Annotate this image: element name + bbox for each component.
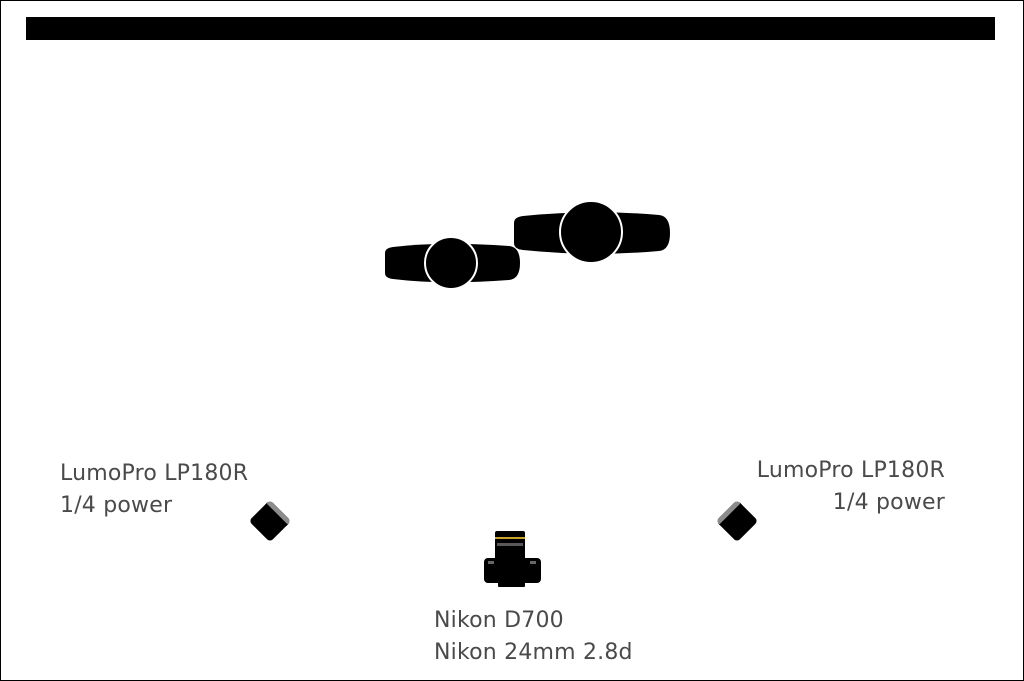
subject-right-icon (514, 200, 670, 264)
light-right-label: LumoPro LP180R 1/4 power (757, 455, 945, 519)
light-left-model: LumoPro LP180R (60, 461, 249, 486)
camera-icon (484, 531, 541, 587)
light-left-power: 1/4 power (60, 493, 173, 518)
camera-lens: Nikon 24mm 2.8d (434, 640, 633, 665)
light-right-model: LumoPro LP180R (756, 458, 945, 483)
light-left-label: LumoPro LP180R 1/4 power (60, 458, 248, 522)
flash-left-icon (250, 501, 290, 541)
subject-left-icon (385, 236, 520, 290)
flash-right-icon (717, 501, 757, 541)
header-bar (26, 17, 995, 40)
camera-label: Nikon D700 Nikon 24mm 2.8d (434, 605, 633, 669)
camera-body: Nikon D700 (434, 608, 564, 633)
light-right-power: 1/4 power (832, 490, 945, 515)
